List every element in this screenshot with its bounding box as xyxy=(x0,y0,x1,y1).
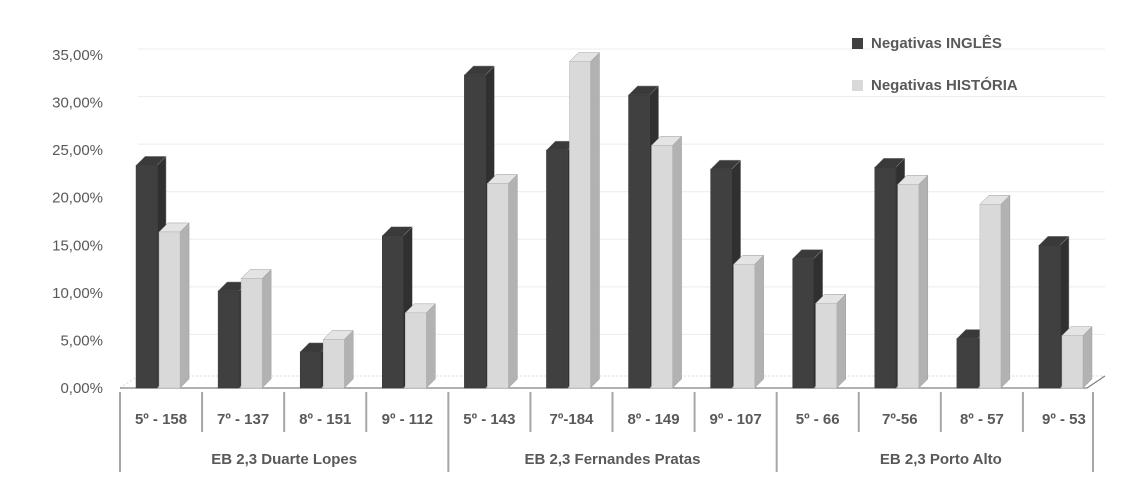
bar-historia xyxy=(322,329,354,389)
legend-label: Negativas HISTÓRIA xyxy=(871,76,1018,94)
x-tick-label: 7º-184 xyxy=(550,411,595,428)
bar-side xyxy=(1000,194,1011,389)
bar-front xyxy=(464,74,486,389)
x-tick-label: 5º - 143 xyxy=(463,411,515,428)
floor-front-edge xyxy=(120,375,1106,389)
x-axis: 5º - 158 7º - 137 8º - 151 9º - 112 5º - 143… xyxy=(119,392,1094,472)
bar-side xyxy=(343,329,354,389)
bar-side xyxy=(179,222,190,389)
x-tick-label: 9º - 112 xyxy=(382,411,433,428)
bar-historia xyxy=(979,194,1011,389)
bar-side xyxy=(918,174,929,389)
x-tick-label: 5º - 158 xyxy=(135,411,187,428)
bar-historia xyxy=(404,303,436,389)
y-tick-label: 0,00% xyxy=(60,380,103,397)
x-tick-label: 9º - 107 xyxy=(710,411,762,428)
bar-side xyxy=(754,254,764,389)
bar-front xyxy=(897,184,920,389)
bar-front xyxy=(651,145,673,389)
legend-swatch xyxy=(852,80,863,91)
bar-side xyxy=(836,293,846,389)
bar-side xyxy=(1082,326,1093,389)
bar-side xyxy=(672,135,682,389)
bar-historia xyxy=(733,254,765,389)
legend-label: Negativas INGLÊS xyxy=(871,34,1002,52)
bar-front xyxy=(546,149,568,389)
x-tick-label: 5º - 66 xyxy=(796,411,840,428)
bar-side xyxy=(508,173,518,389)
bar-front xyxy=(322,339,345,389)
x-tick-label: 9º - 53 xyxy=(1042,411,1086,428)
bar-front xyxy=(979,204,1002,389)
bar-historia xyxy=(815,293,847,389)
bar-side xyxy=(590,52,600,389)
bar-front xyxy=(1038,245,1061,389)
x-tick-label: 8º - 57 xyxy=(960,411,1004,428)
group-label: EB 2,3 Porto Alto xyxy=(880,451,1002,468)
bar-front xyxy=(158,231,181,389)
group-label: EB 2,3 Duarte Lopes xyxy=(211,451,357,468)
bar-historia xyxy=(650,135,683,389)
bar-front xyxy=(628,94,650,389)
y-tick-label: 5,00% xyxy=(60,332,103,349)
bars xyxy=(135,52,1093,389)
y-tick-label: 10,00% xyxy=(52,285,103,302)
bar-historia xyxy=(486,173,518,389)
y-tick-label: 35,00% xyxy=(52,47,103,64)
bar-front xyxy=(405,312,427,389)
bar-historia xyxy=(568,52,601,389)
bar-front xyxy=(733,264,755,389)
x-tick-label: 7º-56 xyxy=(882,411,918,428)
bar-side xyxy=(261,268,272,389)
bar-front xyxy=(240,278,263,389)
y-tick-label: 15,00% xyxy=(52,237,103,254)
bar-historia xyxy=(240,268,272,389)
x-tick-label: 7º - 137 xyxy=(217,411,269,428)
legend-swatch xyxy=(852,38,863,49)
bar-front xyxy=(874,167,897,389)
legend: Negativas INGLÊS Negativas HISTÓRIA xyxy=(852,34,1018,94)
bar-front xyxy=(569,61,591,389)
y-axis-ticks: 0,00% 5,00% 10,00% 15,00% 20,00% 25,00% 30,00%… xyxy=(52,47,103,397)
bar-historia xyxy=(1061,326,1093,389)
bar-front xyxy=(792,258,814,389)
bar-front xyxy=(382,235,404,389)
y-tick-label: 25,00% xyxy=(52,142,103,159)
bar-front xyxy=(487,183,509,389)
bar-front xyxy=(710,168,732,389)
bar-front xyxy=(217,290,240,389)
bar-historia xyxy=(897,174,929,389)
x-tick-label: 8º - 149 xyxy=(627,411,679,428)
bar-front xyxy=(299,351,322,389)
bar-side xyxy=(426,303,436,389)
bar-historia xyxy=(158,222,190,389)
gridlines xyxy=(138,48,1105,335)
y-tick-label: 30,00% xyxy=(52,95,103,112)
y-tick-label: 20,00% xyxy=(52,190,103,207)
bar-front xyxy=(956,338,979,389)
bar-front xyxy=(1061,335,1084,389)
group-label: EB 2,3 Fernandes Pratas xyxy=(525,451,701,468)
x-tick-label: 8º - 151 xyxy=(299,411,351,428)
bar-front xyxy=(135,165,158,389)
bar-front xyxy=(815,303,837,389)
